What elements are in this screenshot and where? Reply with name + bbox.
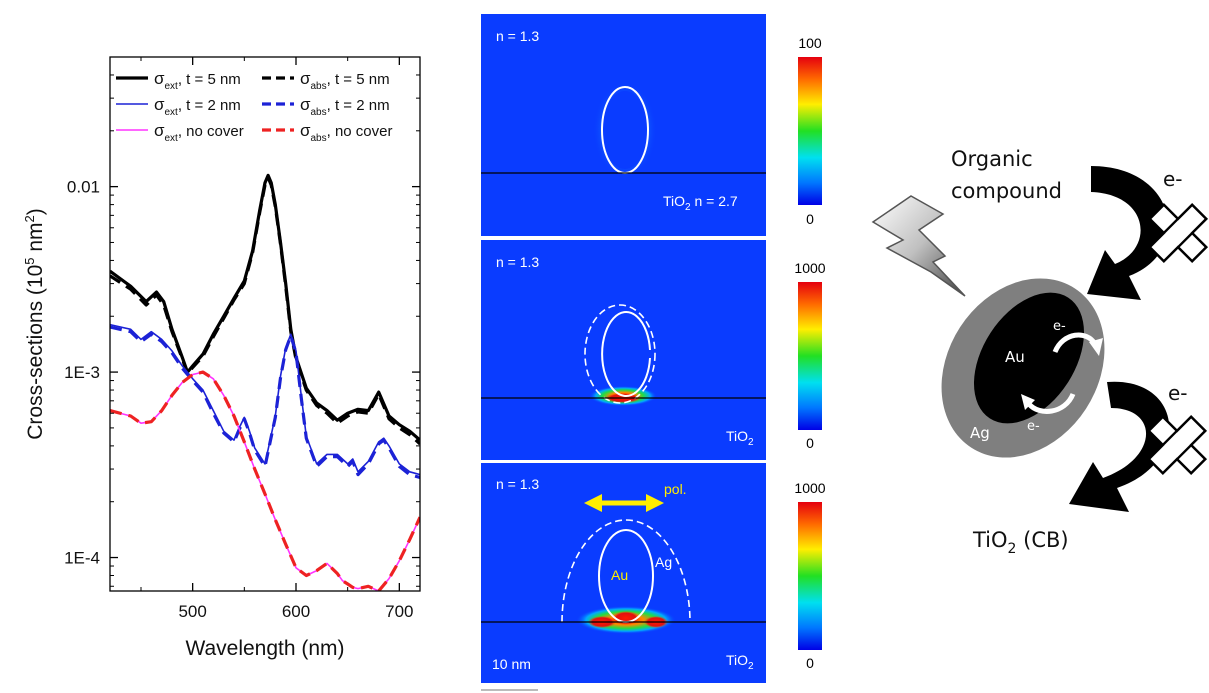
series-line-ext2	[110, 323, 420, 476]
blocked-cross-icon	[1146, 414, 1208, 476]
organic-compound-label: Organic	[951, 147, 1033, 171]
electron-donor-arrow-icon	[1087, 166, 1169, 300]
polarization-label: pol.	[664, 481, 687, 497]
colorbar	[798, 282, 822, 430]
blocked-cross-icon	[1147, 202, 1209, 264]
x-tick-label: 700	[385, 602, 413, 621]
scale-bar-label: 10 nm	[492, 656, 531, 672]
circulation-arrow-icon	[1027, 392, 1076, 414]
colorbar-min: 0	[806, 211, 814, 227]
spectra-chart: 500 600 700 0.01 1E-3 1E-4 σext, t = 5 nm σabs…	[22, 56, 421, 660]
electron-label: e-	[1027, 419, 1040, 434]
plot-frame	[109, 56, 421, 592]
shell-label: Ag	[655, 554, 672, 570]
au-core	[973, 292, 1085, 424]
electron-label: e-	[1053, 319, 1066, 334]
x-axis-label: Wavelength (nm)	[185, 637, 344, 660]
medium-index-label: n = 1.3	[496, 28, 539, 44]
y-tick-label: 0.01	[67, 178, 100, 197]
organic-compound-label: compound	[951, 179, 1062, 203]
electron-label: e-	[1168, 381, 1188, 405]
colorbar	[798, 57, 822, 205]
x-tick-label: 600	[282, 602, 310, 621]
legend-label-abs5: σabs, t = 5 nm	[300, 69, 390, 92]
shell-label: Ag	[970, 424, 990, 442]
lightning-bolt-icon	[871, 195, 966, 297]
circulation-arrow-icon	[1052, 332, 1098, 354]
colorbar-max: 1000	[794, 480, 825, 496]
field-map-panel-1: n = 1.3 TiO2 n = 2.7 100 0	[481, 14, 822, 236]
colorbar-max: 1000	[794, 260, 825, 276]
colorbar	[798, 502, 822, 650]
series-line-abs5	[110, 175, 420, 446]
y-tick-label: 1E-3	[64, 363, 100, 382]
field-map-panel-3: pol. Au Ag n = 1.3 10 nm TiO2 1000 0	[481, 463, 826, 683]
series-line-abs0	[110, 370, 420, 591]
medium-index-label: n = 1.3	[496, 476, 539, 492]
charge-transfer-schematic: Organic compound e- e- Au Ag e- e- TiO2 …	[871, 147, 1209, 557]
field-maps: n = 1.3 TiO2 n = 2.7 100 0 n = 1.3 TiO2 …	[481, 14, 826, 691]
legend-label-abs0: σabs, no cover	[300, 121, 393, 144]
colorbar-min: 0	[806, 655, 814, 671]
x-tick-label: 500	[178, 602, 206, 621]
substrate-label: TiO2	[726, 428, 754, 448]
substrate-label: TiO2 n = 2.7	[663, 193, 738, 213]
series-line-abs2	[110, 325, 420, 480]
field-map-panel-2: n = 1.3 TiO2 1000 0	[481, 240, 826, 460]
y-tick-label: 1E-4	[64, 549, 100, 568]
tio2-cb-label: TiO2 (CB)	[972, 528, 1069, 557]
medium-index-label: n = 1.3	[496, 254, 539, 270]
substrate-label: TiO2	[726, 652, 754, 672]
electron-transfer-arrow-icon	[1069, 381, 1170, 512]
legend-label-abs2: σabs, t = 2 nm	[300, 95, 390, 118]
colorbar-max: 100	[798, 35, 822, 51]
core-label: Au	[611, 567, 628, 583]
electron-label: e-	[1163, 167, 1183, 191]
legend-label-ext2: σext, t = 2 nm	[154, 95, 241, 118]
colorbar-min: 0	[806, 435, 814, 451]
polarization-arrow-icon	[584, 494, 664, 512]
legend-label-ext0: σext, no cover	[154, 121, 244, 144]
legend-label-ext5: σext, t = 5 nm	[154, 69, 241, 92]
y-axis-label: Cross-sections (105 nm2)	[22, 208, 47, 440]
core-label: Au	[1005, 348, 1025, 366]
